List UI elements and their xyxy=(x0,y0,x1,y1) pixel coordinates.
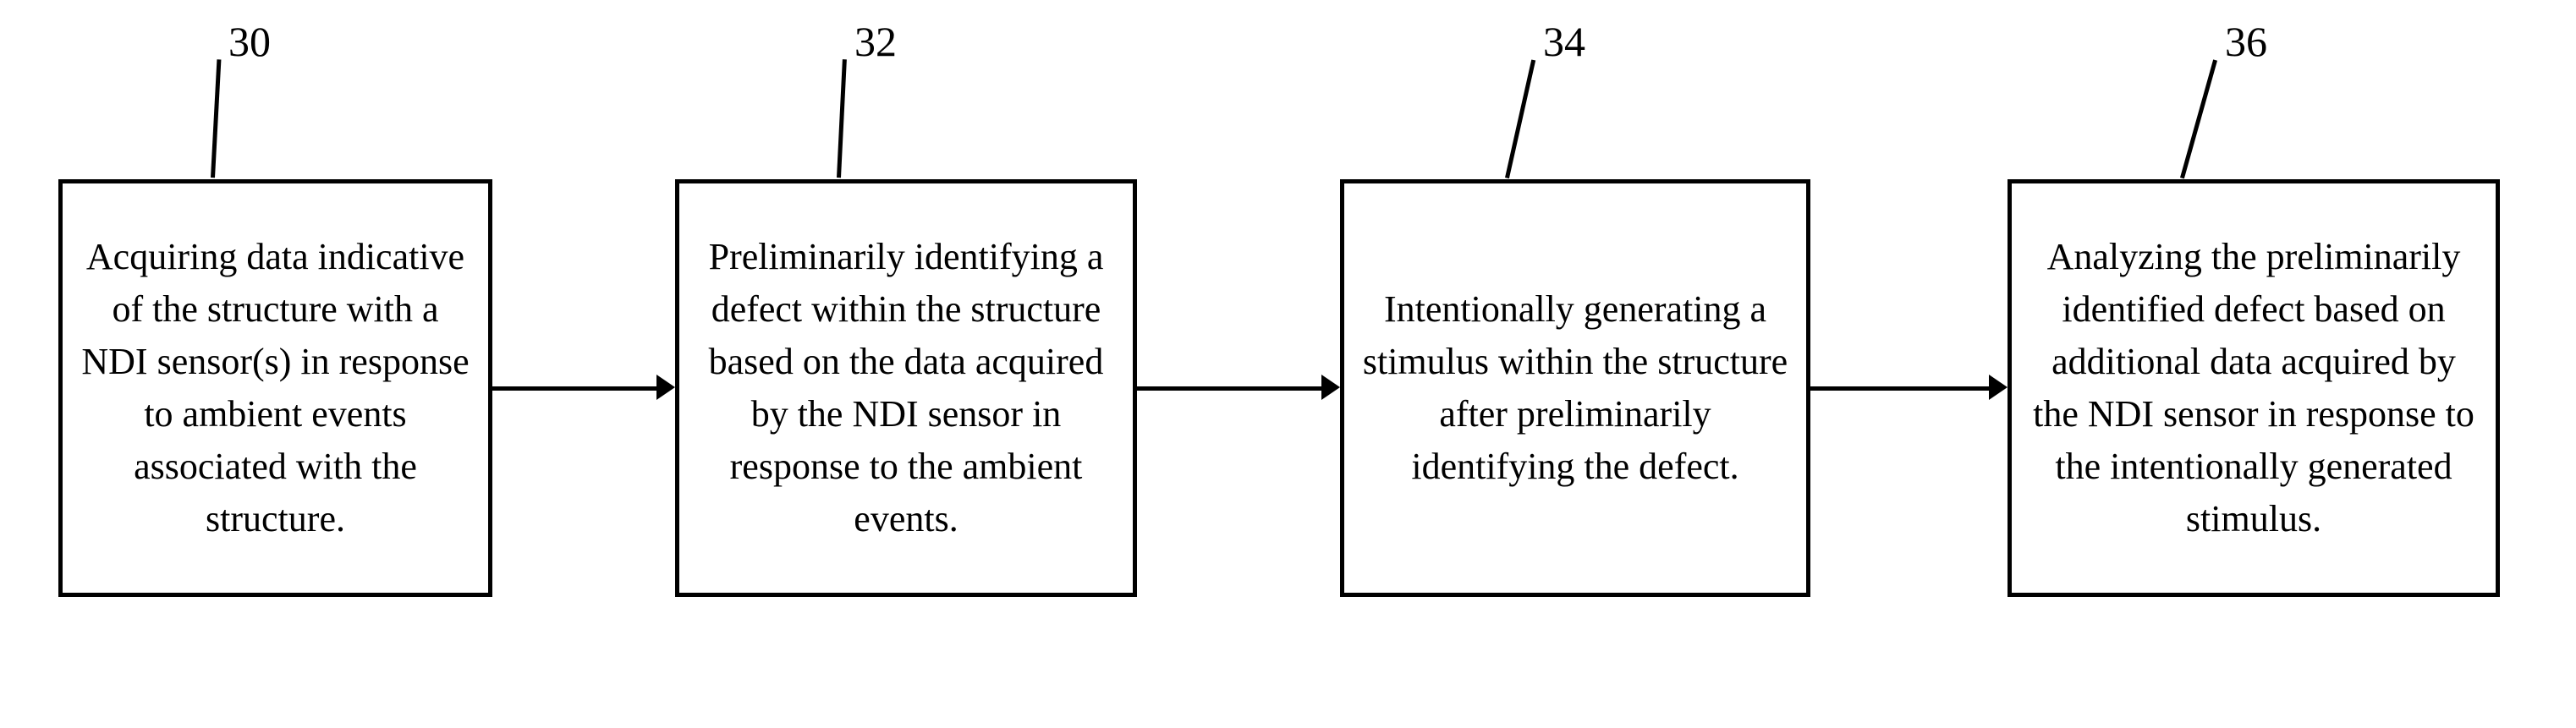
flow-node-text: Analyzing the preliminarily identified d… xyxy=(2012,231,2496,545)
flow-node-label: 34 xyxy=(1543,17,1585,66)
label-leader-line xyxy=(837,59,847,178)
flow-node-n36: Analyzing the preliminarily identified d… xyxy=(2008,179,2500,597)
flow-node-n30: Acquiring data indicative of the structu… xyxy=(58,179,492,597)
flow-node-n34: Intentionally generating a stimulus with… xyxy=(1340,179,1810,597)
label-leader-line xyxy=(2180,59,2217,178)
flow-node-text: Intentionally generating a stimulus with… xyxy=(1344,283,1806,493)
arrow-right-icon xyxy=(1989,375,2008,400)
label-leader-line xyxy=(211,59,221,178)
flowchart-canvas: Acquiring data indicative of the structu… xyxy=(0,0,2576,728)
flow-node-label: 32 xyxy=(854,17,897,66)
flow-edge xyxy=(492,386,656,391)
flow-node-n32: Preliminarily identifying a defect withi… xyxy=(675,179,1137,597)
flow-node-text: Preliminarily identifying a defect withi… xyxy=(679,231,1133,545)
arrow-right-icon xyxy=(656,375,675,400)
arrow-right-icon xyxy=(1321,375,1340,400)
flow-edge xyxy=(1137,386,1321,391)
flow-node-text: Acquiring data indicative of the structu… xyxy=(63,231,488,545)
flow-node-label: 30 xyxy=(228,17,271,66)
flow-node-label: 36 xyxy=(2225,17,2267,66)
flow-edge xyxy=(1810,386,1989,391)
label-leader-line xyxy=(1505,59,1535,178)
